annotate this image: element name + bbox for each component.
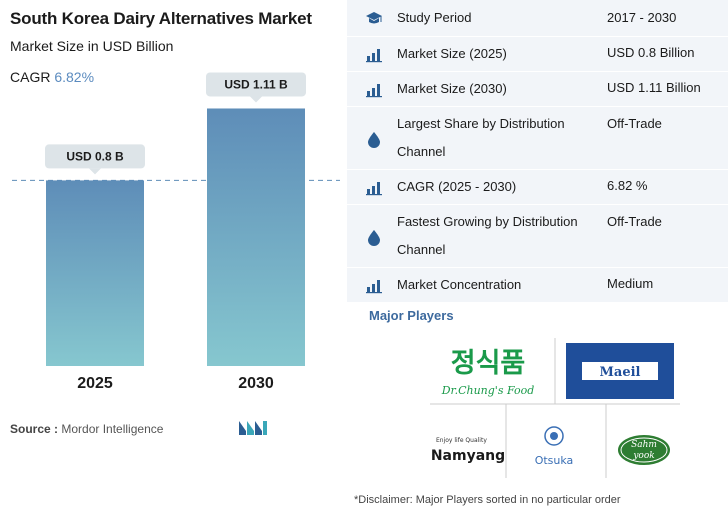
source-text: Mordor Intelligence: [61, 422, 164, 436]
major-players-title: Major Players: [369, 308, 454, 323]
bar-chart: USD 0.8 B 2025 USD 1.11 B 2030: [12, 72, 340, 392]
cagr-value: 6.82%: [54, 69, 95, 85]
row-value: 6.82 %: [607, 178, 648, 193]
data-label-pointer: [89, 168, 101, 175]
logo-namyang-text: Namyang: [431, 448, 505, 464]
bar-chart-icon: [366, 49, 382, 63]
row-label: CAGR (2025 - 2030): [397, 179, 517, 194]
drop-icon: [368, 132, 380, 148]
logo-chung-hangul: 정식품: [451, 348, 526, 379]
row-market-size-2030: Market Size (2030) USD 1.11 Billion: [347, 71, 728, 107]
source-label: Source :: [10, 422, 59, 436]
logo-sahmyook-text-b: yook: [632, 451, 654, 461]
row-label: Largest Share by Distribution Channel: [397, 116, 565, 159]
row-value: USD 1.11 Billion: [607, 80, 701, 95]
logo-sahmyook: Sahm yook: [618, 435, 670, 465]
data-label: USD 1.11 B: [224, 77, 288, 91]
row-cagr: CAGR (2025 - 2030) 6.82 %: [347, 169, 728, 205]
logo-dr-chungs-food: 정식품 Dr.Chung's Food: [441, 348, 535, 397]
row-value: Medium: [607, 276, 654, 291]
mordor-logo-icon: [239, 421, 267, 435]
data-label: USD 0.8 B: [66, 149, 124, 163]
x-tick-label: 2025: [77, 375, 113, 392]
row-market-size-2025: Market Size (2025) USD 0.8 Billion: [347, 36, 728, 72]
study-summary-panel: Study Period 2017 - 2030 Market Size (20…: [347, 0, 728, 302]
data-label-bubble: [206, 72, 306, 97]
disclaimer-note: *Disclaimer: Major Players sorted in no …: [354, 494, 621, 506]
logo-chung-name: Dr.Chung's Food: [441, 384, 535, 397]
row-value: USD 0.8 Billion: [607, 45, 695, 60]
bar-2030: [207, 108, 305, 367]
bar-chart-icon: [366, 280, 382, 294]
major-players-logos: 정식품 Dr.Chung's Food Maeil Enjoy life Qua…: [430, 338, 680, 478]
row-label: Market Concentration: [397, 277, 522, 292]
x-tick-label: 2030: [238, 375, 274, 392]
logo-namyang-tag: Enjoy life Quality: [436, 437, 487, 444]
logo-otsuka-text: Otsuka: [535, 454, 574, 467]
bar-chart-icon: [366, 84, 382, 98]
row-study-period: Study Period 2017 - 2030: [347, 0, 728, 37]
data-label-pointer: [250, 96, 262, 103]
data-label-bubble: [45, 144, 145, 169]
row-value: Off-Trade: [607, 116, 662, 131]
row-value: 2017 - 2030: [607, 10, 677, 25]
row-fastest-growing: Fastest Growing by Distribution Channel …: [347, 204, 728, 268]
row-largest-share: Largest Share by Distribution Channel Of…: [347, 106, 728, 170]
logo-sahmyook-text-a: Sahm: [631, 440, 657, 450]
row-market-concentration: Market Concentration Medium: [347, 267, 728, 302]
row-label: Market Size (2025): [397, 46, 507, 61]
logo-maeil: Maeil: [566, 343, 674, 399]
chart-subtitle: Market Size in USD Billion: [10, 38, 174, 54]
bar-2025: [46, 180, 144, 366]
logo-otsuka: Otsuka: [535, 426, 574, 467]
row-label: Fastest Growing by Distribution Channel: [397, 214, 578, 257]
bar-chart-icon: [366, 182, 382, 196]
cagr-text: CAGR 6.82%: [10, 69, 94, 85]
cagr-label: CAGR: [10, 69, 51, 85]
source-note: Source : Mordor Intelligence: [10, 422, 163, 436]
row-value: Off-Trade: [607, 214, 662, 229]
drop-icon: [368, 230, 380, 246]
graduation-cap-icon: [366, 12, 382, 24]
logo-namyang: Enjoy life Quality Namyang: [431, 437, 505, 464]
chart-title: South Korea Dairy Alternatives Market: [10, 9, 312, 28]
row-label: Study Period: [397, 10, 472, 25]
logo-maeil-text: Maeil: [600, 365, 641, 380]
row-label: Market Size (2030): [397, 81, 507, 96]
